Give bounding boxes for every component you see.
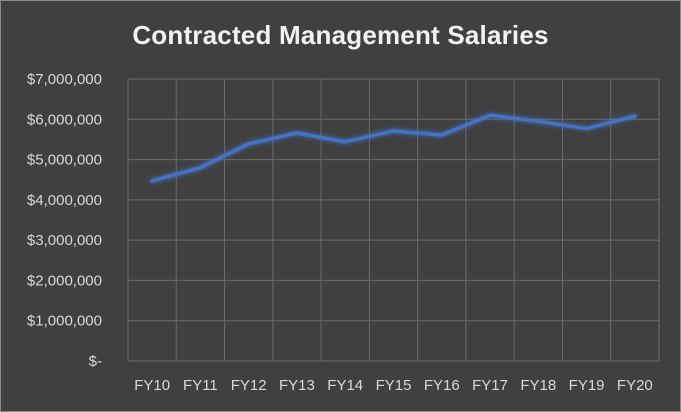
chart-title: Contracted Management Salaries xyxy=(132,20,549,50)
y-tick-label: $4,000,000 xyxy=(27,192,102,209)
x-axis-ticks: FY10 FY11 FY12 FY13 FY14 FY15 FY16 FY17 FY18 FY19… xyxy=(134,377,653,394)
y-tick-label: $2,000,000 xyxy=(27,272,102,289)
x-tick-label: FY11 xyxy=(183,377,218,394)
y-tick-label: $6,000,000 xyxy=(27,111,102,128)
x-tick-label: FY20 xyxy=(617,377,653,394)
y-tick-label: $- xyxy=(89,353,102,370)
x-tick-label: FY12 xyxy=(231,377,267,394)
series-group xyxy=(150,113,637,183)
x-tick-label: FY10 xyxy=(134,377,170,394)
x-tick-label: FY16 xyxy=(424,377,460,394)
x-tick-label: FY15 xyxy=(376,377,412,394)
gridlines xyxy=(127,78,660,362)
x-tick-label: FY13 xyxy=(279,377,315,394)
y-tick-label: $3,000,000 xyxy=(27,232,102,249)
y-tick-label: $5,000,000 xyxy=(27,152,102,169)
x-tick-label: FY17 xyxy=(472,377,508,394)
x-tick-label: FY14 xyxy=(327,377,363,394)
x-tick-label: FY18 xyxy=(520,377,556,394)
y-axis-ticks: $- $1,000,000 $2,000,000 $3,000,000 $4,000,0… xyxy=(27,71,102,370)
y-tick-label: $1,000,000 xyxy=(27,313,102,330)
x-tick-label: FY19 xyxy=(569,377,605,394)
y-tick-label: $7,000,000 xyxy=(27,71,102,88)
